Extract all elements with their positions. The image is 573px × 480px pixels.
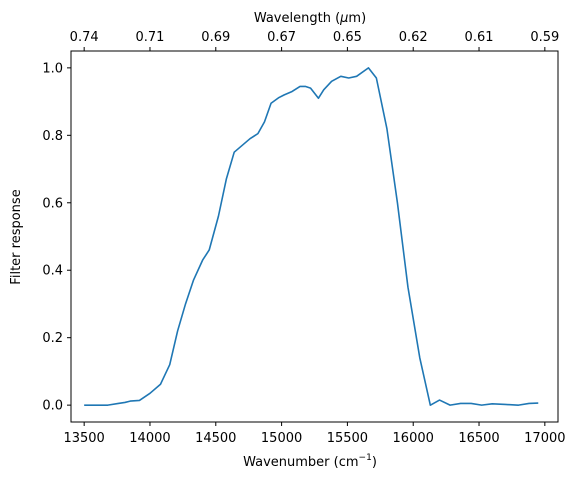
top-tick-label: 0.74 [70,30,99,45]
top-tick-label: 0.71 [135,30,164,45]
y-tick-label: 0.2 [42,331,63,346]
top-tick-label: 0.59 [530,30,559,45]
x-axis-bottom: 13500 14000 14500 15000 15500 16000 16500 17000 [63,422,566,446]
y-tick-label: 0.0 [42,399,63,414]
x-tick-label: 13500 [63,431,104,446]
x-tick-label: 16500 [458,431,499,446]
y-tick-label: 0.8 [42,129,63,144]
x-tick-label: 15000 [261,431,302,446]
top-axis-label-suffix: m) [348,11,366,26]
x-axis-label-sup: −1 [359,453,372,463]
x-axis-label: Wavenumber (cm−1) [243,453,377,470]
y-axis: 0.0 0.2 0.4 0.6 0.8 1.0 [42,61,71,414]
x-tick-label: 16000 [393,431,434,446]
plot-area [70,50,559,423]
x-axis-label-tail: ) [372,455,377,470]
top-axis-label: Wavelength (μm) [254,11,366,26]
x-tick-label: 15500 [327,431,368,446]
y-tick-label: 1.0 [42,61,63,76]
series-group [84,67,539,406]
x-tick-label: 17000 [524,431,565,446]
top-tick-label: 0.69 [201,30,230,45]
x-tick-label: 14500 [195,431,236,446]
y-axis-label: Filter response [9,189,24,284]
top-tick-label: 0.65 [333,30,362,45]
top-axis-label-prefix: Wavelength ( [254,11,340,26]
y-tick-label: 0.6 [42,196,63,211]
y-tick-label: 0.4 [42,264,63,279]
top-tick-label: 0.61 [465,30,494,45]
top-tick-label: 0.62 [399,30,428,45]
x-axis-label-main: Wavenumber (cm [243,455,358,470]
x-tick-label: 14000 [129,431,170,446]
series-line-0 [84,67,539,406]
top-tick-label: 0.67 [267,30,296,45]
x-axis-top: 0.74 0.71 0.69 0.67 0.65 0.62 0.61 0.59 [70,30,559,51]
top-axis-label-mu: μ [339,11,348,26]
